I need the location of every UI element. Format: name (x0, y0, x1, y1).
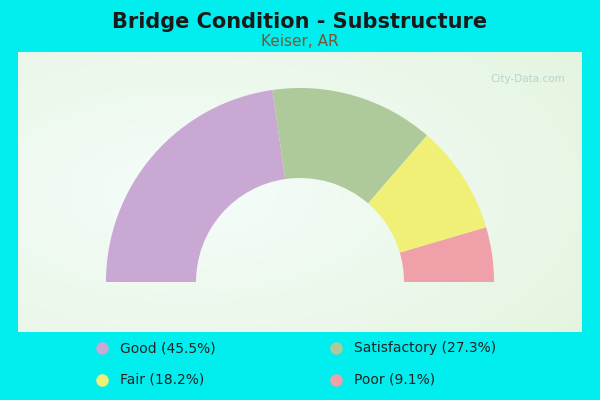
Wedge shape (106, 90, 285, 282)
Text: Keiser, AR: Keiser, AR (261, 34, 339, 50)
Text: Good (45.5%): Good (45.5%) (120, 341, 215, 355)
Text: City-Data.com: City-Data.com (490, 74, 565, 84)
Text: Bridge Condition - Substructure: Bridge Condition - Substructure (112, 12, 488, 32)
Text: Satisfactory (27.3%): Satisfactory (27.3%) (354, 341, 496, 355)
Wedge shape (272, 88, 427, 204)
Wedge shape (400, 227, 494, 282)
Text: Poor (9.1%): Poor (9.1%) (354, 373, 435, 387)
Wedge shape (368, 135, 486, 253)
Text: Fair (18.2%): Fair (18.2%) (120, 373, 204, 387)
